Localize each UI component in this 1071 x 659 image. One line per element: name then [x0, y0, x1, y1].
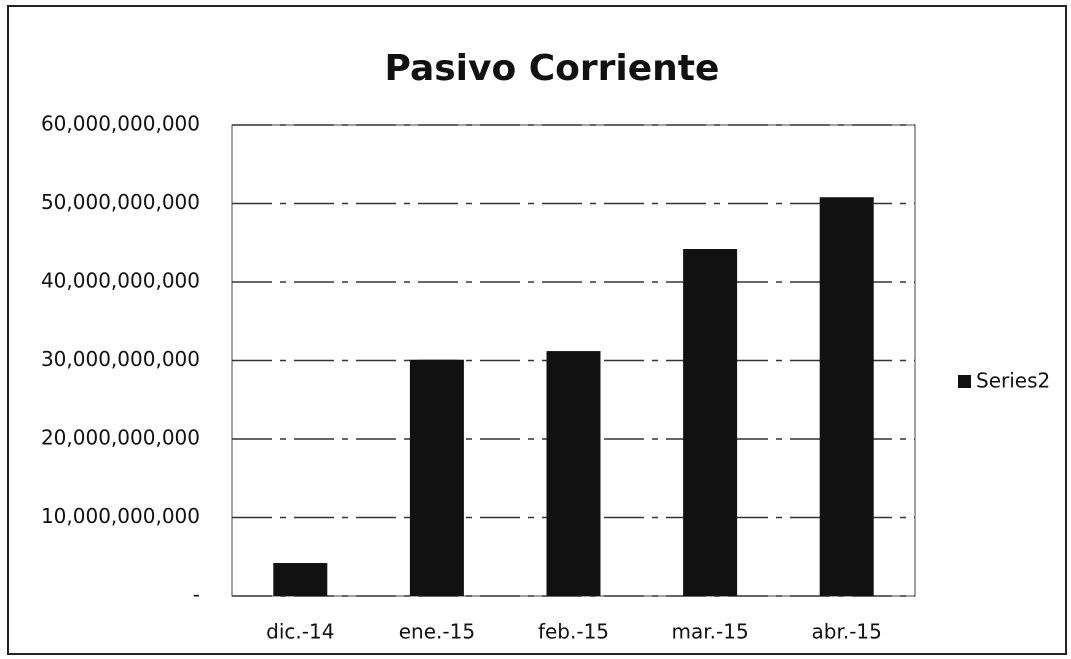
legend-swatch — [958, 375, 971, 388]
bar — [546, 351, 601, 596]
bar — [409, 359, 464, 596]
y-tick-label: 50,000,000,000 — [41, 190, 200, 214]
legend-label: Series2 — [976, 369, 1050, 393]
y-tick-label: 30,000,000,000 — [41, 347, 200, 371]
bar — [273, 563, 328, 596]
x-tick-label: ene.-15 — [399, 620, 475, 644]
chart-border — [7, 5, 1067, 655]
y-tick-label: 10,000,000,000 — [41, 504, 200, 528]
chart-title: Pasivo Corriente — [385, 48, 720, 89]
bar — [683, 249, 738, 596]
y-tick-label: - — [193, 583, 200, 607]
y-tick-label: 60,000,000,000 — [41, 112, 200, 136]
y-tick-label: 20,000,000,000 — [41, 426, 200, 450]
x-tick-label: abr.-15 — [812, 620, 882, 644]
x-tick-label: mar.-15 — [672, 620, 749, 644]
bar — [819, 197, 874, 596]
x-tick-label: dic.-14 — [266, 620, 334, 644]
y-tick-label: 40,000,000,000 — [41, 269, 200, 293]
x-tick-label: feb.-15 — [538, 620, 609, 644]
